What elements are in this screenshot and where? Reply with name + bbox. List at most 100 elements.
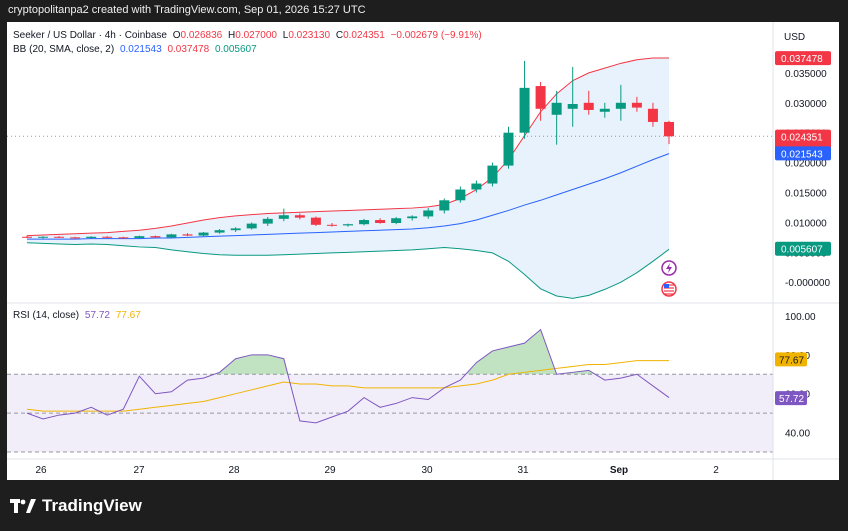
bb-basis-line — [27, 153, 670, 240]
candle-body — [278, 215, 289, 219]
bb-lower-value: 0.005607 — [214, 44, 257, 55]
bb-lower-badge — [775, 241, 831, 256]
candle-body — [455, 189, 466, 201]
candle-body — [86, 236, 97, 238]
low-label: L — [282, 30, 289, 41]
rsi-line — [26, 328, 670, 424]
bb-legend[interactable]: BB (20, SMA, close, 2) 0.021543 0.037478… — [13, 44, 260, 55]
candle-body — [326, 224, 337, 226]
candle-body — [182, 234, 193, 236]
time-tick-label: 29 — [324, 465, 336, 476]
candle-body — [262, 218, 273, 224]
candle-body — [375, 220, 386, 224]
symbol-label: Seeker / US Dollar · 4h · Coinbase — [13, 30, 167, 41]
rsi-ma-badge-text: 77.67 — [779, 355, 804, 366]
time-tick-label: Sep — [610, 465, 628, 476]
low-value: 0.023130 — [288, 30, 331, 41]
candle-body — [599, 108, 610, 112]
bb-basis-badge — [775, 146, 831, 161]
currency-label[interactable]: USD — [784, 32, 806, 43]
candle-body — [535, 86, 546, 109]
time-tick-label: 26 — [35, 465, 47, 476]
rsi-label: RSI (14, close) — [13, 310, 80, 321]
rsi-ma-badge — [775, 352, 807, 367]
rsi-ma-line — [26, 360, 669, 412]
time-tick-label: 30 — [421, 465, 433, 476]
rsi-ma-value: 77.67 — [115, 310, 141, 321]
rsi-legend[interactable]: RSI (14, close) 57.72 77.67 — [13, 310, 144, 321]
price-tick-label: 0.010000 — [785, 218, 827, 229]
candle-body — [359, 220, 370, 225]
bb-lower-line — [26, 242, 670, 299]
close-label: C — [335, 30, 344, 41]
candle-body — [166, 234, 177, 238]
rsi-tick-label: 40.00 — [785, 429, 810, 440]
candle-body — [583, 102, 594, 110]
candle-body — [38, 236, 49, 238]
tradingview-logo[interactable]: TradingView — [10, 496, 142, 516]
high-label: H — [228, 30, 236, 41]
rsi-value: 57.72 — [84, 310, 110, 321]
bb-label: BB (20, SMA, close, 2) — [13, 44, 115, 55]
candle-body — [647, 108, 658, 122]
tradingview-logo-icon — [10, 499, 36, 513]
candle-body — [519, 87, 530, 133]
flag-canton — [664, 284, 669, 288]
candle-body — [150, 236, 161, 238]
candle-body — [391, 218, 402, 224]
time-tick-label: 28 — [228, 465, 240, 476]
bb-basis-value: 0.021543 — [119, 44, 162, 55]
candle-body — [567, 103, 578, 109]
bb-upper-badge — [775, 51, 831, 66]
bb-lower-badge-text: 0.005607 — [781, 245, 823, 256]
time-tick-label: 27 — [133, 465, 145, 476]
candle-body — [423, 210, 434, 217]
candle-body — [54, 236, 65, 238]
rsi-overbought-fill — [27, 329, 669, 375]
candle-body — [246, 223, 257, 229]
price-tick-label: -0.000000 — [785, 278, 830, 289]
chart-canvas[interactable]: 0.0350000.0300000.0250000.0200000.015000… — [7, 22, 839, 480]
last-price-badge-text: 0.024351 — [781, 133, 823, 144]
rsi-value-badge-text: 57.72 — [779, 394, 804, 405]
candle-body — [615, 102, 626, 109]
price-tick-label: 0.015000 — [785, 189, 827, 200]
candle-body — [118, 237, 129, 239]
lightning-glyph — [666, 263, 672, 273]
candle-body — [22, 236, 32, 238]
open-label: O — [172, 30, 181, 41]
chart-card: 0.0350000.0300000.0250000.0200000.015000… — [7, 22, 839, 480]
symbol-legend[interactable]: Seeker / US Dollar · 4h · Coinbase O0.02… — [13, 30, 485, 41]
candle-body — [551, 102, 562, 115]
change-value: −0.002679 (−9.91%) — [390, 30, 482, 41]
open-value: 0.026836 — [180, 30, 223, 41]
rsi-tick-label: 100.00 — [785, 312, 816, 323]
candle-body — [407, 216, 418, 219]
close-value: 0.024351 — [343, 30, 385, 41]
candle-body — [102, 236, 113, 238]
candle-body — [310, 217, 321, 225]
time-tick-label: 31 — [517, 465, 529, 476]
candle-body — [214, 230, 225, 233]
candle-body — [471, 183, 482, 190]
bb-fill-area — [27, 57, 669, 299]
rsi-value-badge — [775, 391, 807, 406]
candle-body — [230, 228, 241, 231]
bb-basis-badge-text: 0.021543 — [781, 149, 823, 160]
candle-body — [503, 132, 514, 166]
candle-body — [294, 215, 305, 218]
price-tick-label: 0.020000 — [785, 159, 827, 170]
bb-upper-badge-text: 0.037478 — [781, 54, 823, 65]
brand-name: TradingView — [42, 496, 142, 515]
candle-body — [134, 236, 145, 238]
candle-body — [343, 224, 353, 226]
candle-body — [487, 165, 498, 184]
time-tick-label: 2 — [713, 465, 719, 476]
candle-body — [198, 232, 209, 236]
header-credit: cryptopolitanpa2 created with TradingVie… — [8, 4, 366, 16]
candle-body — [439, 200, 450, 211]
price-tick-label: 0.035000 — [785, 69, 827, 80]
price-tick-label: 0.030000 — [785, 99, 827, 110]
bb-upper-value: 0.037478 — [167, 44, 210, 55]
candle-body — [70, 237, 81, 239]
